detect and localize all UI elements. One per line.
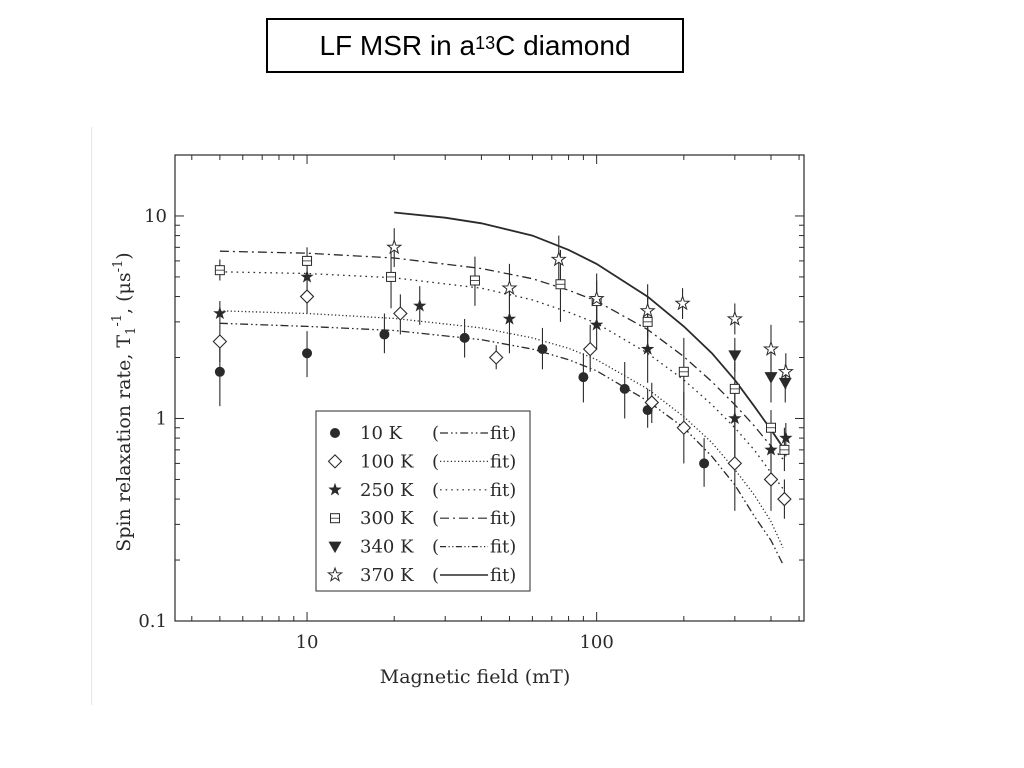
point-370-k-6: [726, 310, 743, 326]
point-100-k-8: [763, 472, 779, 487]
legend: 10 K ( fit) 100 K ( fit) 250 K ( fit) 300 K ( fit) 3…: [315, 410, 531, 592]
point-250-k-2: [413, 298, 427, 312]
legend-paren-open-100-k: (: [432, 451, 439, 472]
legend-marker-10-k: [330, 428, 340, 438]
legend-label-340-k: 340 K: [360, 537, 414, 558]
point-100-k-7: [727, 456, 743, 471]
x-tick-label-10: 10: [296, 632, 319, 653]
legend-paren-open-300-k: (: [432, 508, 439, 529]
point-370-k-8: [777, 363, 794, 379]
legend-label-10-k: 10 K: [360, 423, 403, 444]
y-tick-label-0-1: 0.1: [138, 611, 167, 632]
legend-marker-100-k: [327, 454, 343, 469]
point-100-k-9: [777, 491, 792, 507]
point-300-k-10: [779, 444, 790, 455]
point-370-k-5: [674, 294, 691, 311]
point-10-k-0: [214, 366, 225, 377]
legend-paren-open-340-k: (: [432, 537, 439, 558]
data-markers: [212, 238, 794, 507]
legend-label-100-k: 100 K: [360, 451, 414, 472]
y-tick-label-10: 10: [144, 206, 167, 227]
title-main: LF MSR in a: [319, 29, 476, 61]
y-axis-label-sup: -1: [110, 314, 125, 327]
plot-frame: [174, 154, 805, 622]
point-100-k-5: [644, 395, 660, 410]
point-10-k-5: [578, 372, 589, 383]
legend-marker-340-k: [328, 541, 342, 554]
point-300-k-7: [678, 366, 689, 377]
legend-fit-10-k: fit): [490, 423, 516, 444]
legend-paren-open-370-k: (: [432, 565, 439, 586]
y-axis-label-sub: 1: [124, 327, 139, 335]
point-300-k-9: [766, 422, 777, 433]
point-250-k-6: [728, 411, 742, 425]
point-10-k-4: [537, 344, 548, 355]
y-axis-label-main: Spin relaxation rate, T: [113, 335, 135, 552]
point-10-k-2: [379, 329, 390, 340]
x-tick-label-100: 100: [579, 632, 613, 653]
title-superscript: 13: [475, 32, 496, 53]
point-100-k-6: [676, 420, 692, 436]
legend-marker-300-k: [330, 513, 340, 524]
legend-paren-open-250-k: (: [432, 480, 439, 501]
y-axis-label: Spin relaxation rate, T1-1, (μs-1): [110, 252, 139, 551]
point-300-k-6: [642, 316, 653, 327]
point-370-k-0: [386, 238, 403, 255]
legend-label-300-k: 300 K: [360, 508, 414, 529]
legend-fit-250-k: fit): [490, 480, 516, 501]
slide-title: LF MSR in a 13 C diamond: [266, 18, 684, 73]
point-250-k-0: [213, 306, 227, 320]
point-340-k-2: [778, 377, 792, 390]
legend-fit-100-k: fit): [490, 451, 516, 472]
point-370-k-7: [762, 340, 780, 357]
x-axis-label: Magnetic field (mT): [380, 666, 571, 688]
legend-fit-300-k: fit): [490, 508, 516, 529]
point-370-k-2: [550, 250, 567, 267]
point-300-k-0: [214, 265, 225, 276]
y-tick-label-1: 1: [156, 408, 167, 429]
point-370-k-1: [501, 279, 518, 296]
point-100-k-0: [212, 334, 228, 349]
title-rest: C diamond: [495, 29, 631, 61]
legend-fit-340-k: fit): [490, 537, 516, 558]
legend-box: [315, 410, 531, 592]
point-250-k-8: [779, 431, 793, 444]
point-250-k-3: [502, 312, 517, 325]
figure-edge: [91, 127, 92, 705]
axis-ticks: 10 100 0.1 1 10: [138, 154, 804, 653]
point-250-k-5: [641, 342, 655, 355]
y-axis-label-unit-sup: -1: [111, 260, 126, 273]
fit-curve-100-k: [219, 310, 784, 548]
point-300-k-2: [386, 271, 397, 282]
y-axis-label-unit: , (μs: [113, 272, 135, 314]
point-10-k-1: [302, 348, 313, 359]
point-370-k-3: [588, 290, 605, 306]
point-300-k-3: [469, 275, 480, 286]
point-10-k-3: [459, 332, 470, 343]
point-300-k-4: [555, 279, 566, 290]
point-300-k-1: [302, 255, 313, 266]
point-10-k-6: [619, 383, 630, 394]
point-250-k-4: [590, 317, 604, 331]
y-axis-label-close: ): [113, 252, 135, 259]
point-100-k-1: [299, 289, 315, 304]
legend-marker-370-k: [326, 566, 344, 582]
point-10-k-8: [699, 458, 710, 469]
point-340-k-1: [764, 372, 778, 384]
point-100-k-4: [582, 341, 598, 357]
legend-paren-open-10-k: (: [432, 423, 439, 444]
legend-marker-250-k: [328, 482, 342, 496]
legend-label-370-k: 370 K: [360, 565, 414, 586]
point-250-k-1: [300, 269, 314, 283]
point-300-k-8: [729, 383, 740, 394]
point-250-k-7: [764, 442, 778, 456]
legend-fit-370-k: fit): [490, 565, 516, 586]
legend-label-250-k: 250 K: [360, 480, 414, 501]
point-340-k-0: [728, 350, 742, 362]
point-100-k-3: [488, 350, 504, 365]
point-100-k-2: [393, 306, 408, 321]
point-370-k-4: [639, 302, 656, 318]
